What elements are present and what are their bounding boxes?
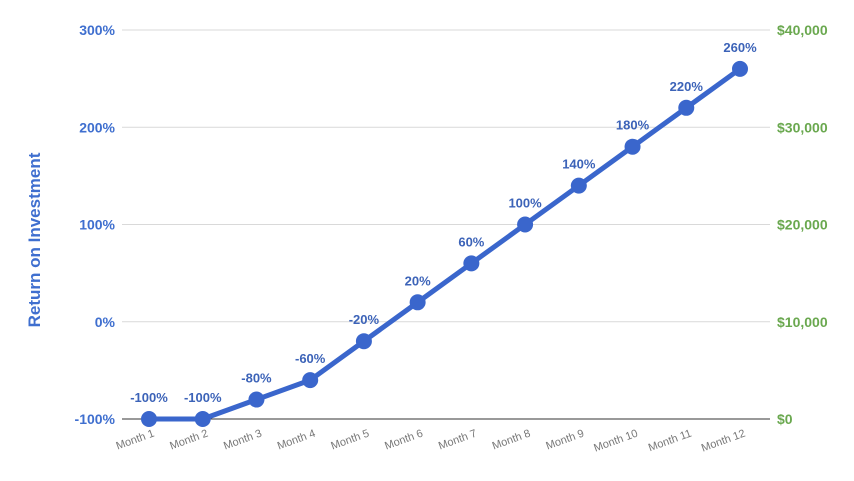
- left-tick-label: 200%: [79, 119, 115, 135]
- right-tick-label: $10,000: [777, 314, 828, 330]
- data-labels: -100% -100% -80% -60% -20% 20% 60% 100% 140% 180%…: [130, 40, 757, 405]
- series-line: [146, 66, 743, 422]
- data-label: 180%: [616, 118, 650, 133]
- data-point: [355, 333, 372, 350]
- x-tick-label: Month 1: [115, 428, 156, 453]
- data-point: [463, 255, 480, 272]
- data-label: -20%: [349, 312, 380, 327]
- left-tick-label: 300%: [79, 22, 115, 38]
- data-point: [409, 294, 426, 311]
- x-tick-label: Month 8: [491, 428, 532, 453]
- data-label: -100%: [130, 390, 168, 405]
- right-tick-label: $0: [777, 411, 793, 427]
- data-label: 220%: [670, 79, 704, 94]
- x-tick-label: Month 6: [383, 428, 424, 453]
- x-tick-label: Month 12: [700, 428, 747, 455]
- data-label: -100%: [184, 390, 222, 405]
- data-label: 140%: [562, 157, 596, 172]
- series-roi: [141, 60, 748, 427]
- left-tick-label: 100%: [79, 217, 115, 233]
- x-tick-label: Month 4: [276, 428, 317, 453]
- right-tick-label: $30,000: [777, 119, 828, 135]
- data-point: [570, 177, 587, 194]
- x-tick-label: Month 2: [168, 428, 209, 453]
- data-label: 100%: [508, 196, 542, 211]
- data-point: [678, 99, 695, 116]
- data-point: [624, 138, 641, 155]
- data-point: [141, 411, 157, 427]
- data-label: 60%: [458, 234, 484, 249]
- x-tick-label: Month 11: [647, 428, 693, 455]
- x-tick-label: Month 5: [329, 428, 370, 453]
- right-tick-label: $40,000: [777, 22, 828, 38]
- left-tick-label: 0%: [95, 314, 116, 330]
- right-axis-ticks: $0 $10,000 $20,000 $30,000 $40,000: [777, 22, 828, 427]
- x-tick-label: Month 7: [437, 428, 478, 453]
- data-point: [302, 372, 319, 389]
- y-axis-label: Return on Investment: [25, 152, 44, 327]
- data-label: -80%: [241, 371, 272, 386]
- x-tick-label: Month 10: [592, 428, 639, 455]
- data-point: [248, 391, 265, 408]
- x-tick-label: Month 9: [544, 428, 585, 453]
- left-tick-label: -100%: [75, 411, 116, 427]
- right-tick-label: $20,000: [777, 217, 828, 233]
- data-point: [517, 216, 534, 233]
- left-axis-ticks: -100% 0% 100% 200% 300%: [75, 22, 116, 427]
- data-label: 20%: [405, 273, 431, 288]
- data-point: [194, 411, 211, 427]
- data-label: 260%: [723, 40, 757, 55]
- data-point: [732, 60, 748, 77]
- x-tick-label: Month 3: [222, 428, 263, 453]
- x-axis-ticks: Month 1 Month 2 Month 3 Month 4 Month 5 Month…: [115, 428, 747, 455]
- data-label: -60%: [295, 351, 326, 366]
